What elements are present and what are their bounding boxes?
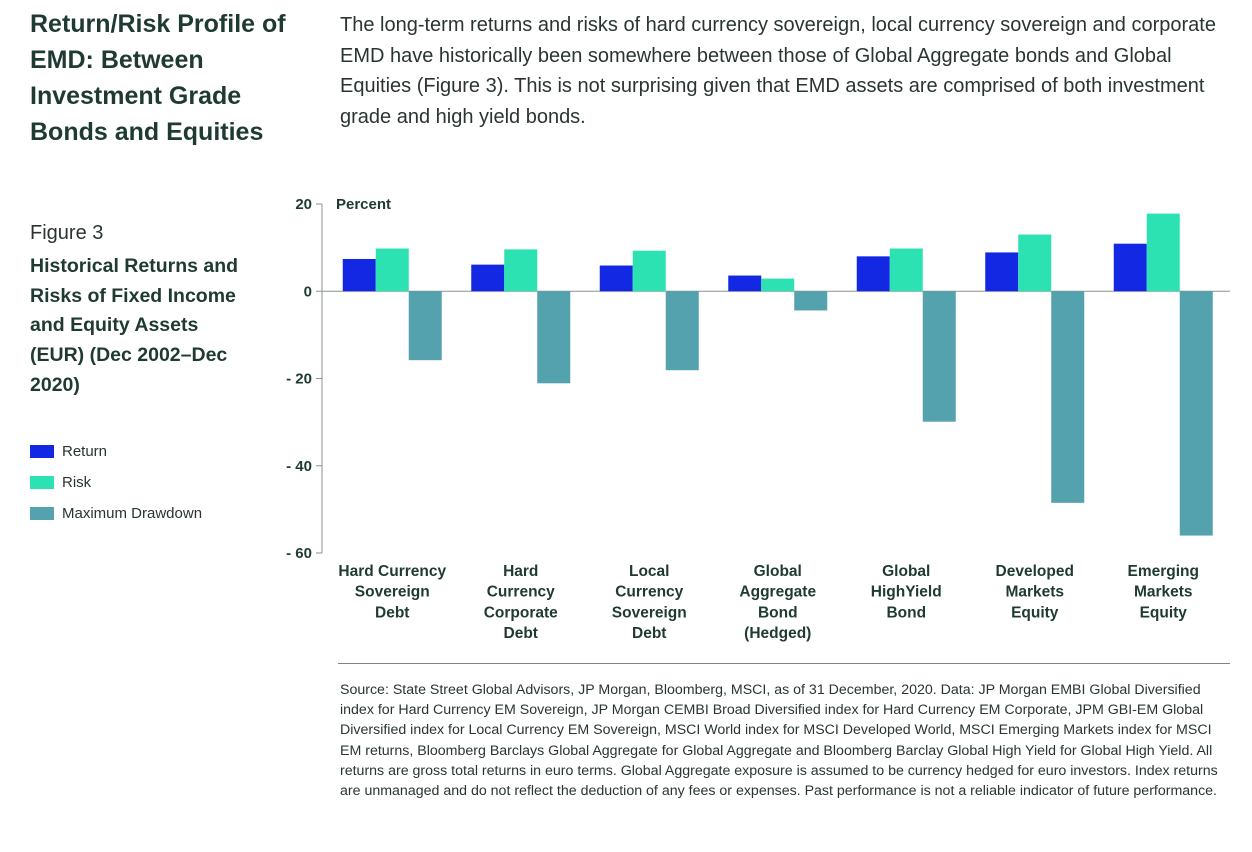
x-axis-labels: Hard Currency Sovereign Debt Hard Currency Co… [338, 563, 1199, 642]
bar-return [985, 252, 1019, 292]
bar-max-drawdown [922, 291, 956, 422]
y-tick-label: 0 [304, 283, 312, 300]
x-category-label: Hard Currency Sovereign Debt [338, 563, 446, 621]
chart-legend: Return Risk Maximum Drawdown [30, 436, 202, 529]
legend-item-return: Return [30, 436, 202, 467]
section-heading: Return/Risk Profile of EMD: Between Inve… [30, 10, 286, 146]
bar-return [471, 264, 505, 292]
bar-risk [504, 249, 538, 292]
intro-paragraph: The long-term returns and risks of hard … [340, 14, 1216, 128]
bar-risk [632, 250, 666, 292]
x-category-label: Global Aggregate Bond (Hedged) [739, 563, 816, 642]
legend-item-max-drawdown: Maximum Drawdown [30, 498, 202, 529]
bar-return [599, 265, 633, 292]
bar-risk [375, 248, 409, 292]
bar-chart: Percent 20 0 - 20 - 40 - 60 Hard Currency Sov… [286, 196, 1230, 642]
y-tick-label: 20 [295, 196, 312, 213]
legend-label-risk: Risk [62, 474, 92, 491]
legend-swatch-max-drawdown [30, 507, 54, 520]
figure-title: Historical Returns and Risks of Fixed In… [30, 255, 239, 396]
legend-item-risk: Risk [30, 467, 202, 498]
x-category-label: Local Currency Sovereign Debt [612, 563, 687, 642]
x-category-label: Hard Currency Corporate Debt [484, 563, 558, 642]
legend-swatch-risk [30, 476, 54, 489]
bar-max-drawdown [408, 291, 442, 361]
y-tick-label: - 20 [286, 371, 312, 388]
bar-return [856, 256, 890, 292]
bar-max-drawdown [1051, 291, 1085, 503]
x-category-label: Emerging Markets Equity [1128, 563, 1199, 621]
y-axis-ticks: 20 0 - 20 - 40 - 60 [286, 196, 322, 562]
legend-label-return: Return [62, 443, 108, 460]
bar-max-drawdown [665, 291, 699, 371]
bar-risk [1146, 213, 1180, 292]
source-divider [338, 663, 1230, 664]
bar-max-drawdown [1179, 291, 1213, 536]
bar-risk [1018, 234, 1052, 292]
legend-swatch-return [30, 445, 54, 458]
y-tick-label: - 60 [286, 545, 312, 562]
bar-series [342, 213, 1213, 536]
bar-risk [761, 278, 795, 292]
bar-max-drawdown [537, 291, 571, 384]
bar-return [342, 258, 376, 292]
x-category-label: Developed Markets Equity [996, 563, 1074, 621]
figure-label: Figure 3 [30, 222, 104, 244]
bar-return [1113, 243, 1147, 292]
bar-return [728, 275, 762, 292]
bar-max-drawdown [794, 291, 828, 311]
y-tick-label: - 40 [286, 458, 312, 475]
bar-risk [889, 248, 923, 292]
source-note: Source: State Street Global Advisors, JP… [340, 682, 1218, 800]
x-category-label: Global HighYield Bond [871, 563, 942, 621]
legend-label-max-drawdown: Maximum Drawdown [62, 505, 203, 522]
y-axis-title: Percent [336, 196, 391, 213]
